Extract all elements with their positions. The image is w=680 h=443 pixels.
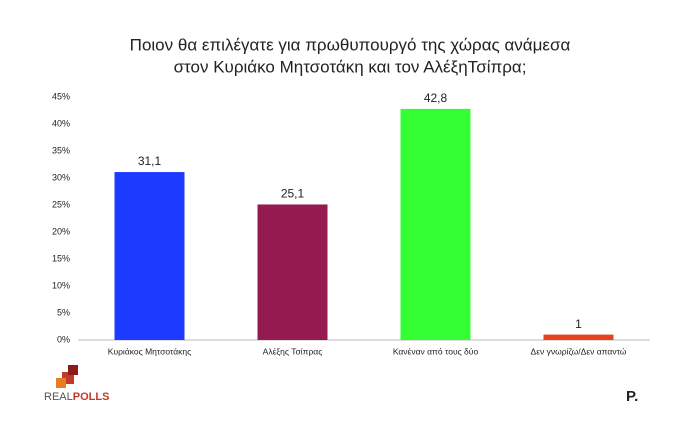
logo-block [68,365,78,375]
y-tick-label: 25% [52,199,70,209]
y-tick-label: 10% [52,280,70,290]
x-tick-label: Αλέξης Τσίπρας [263,346,323,356]
y-tick-label: 0% [57,334,70,344]
bar [543,334,614,340]
bar [400,108,471,340]
x-tick-label: Δεν γνωρίζω/Δεν απαντώ [531,346,627,356]
value-label: 1 [575,317,582,331]
y-tick-label: 35% [52,145,70,155]
logo-text-part: REAL [44,391,73,403]
y-tick-label: 40% [52,118,70,128]
bar [257,204,328,340]
x-tick-label: Κανέναν από τους δύο [393,346,479,356]
y-tick-label: 45% [52,91,70,101]
y-tick-label: 20% [52,226,70,236]
chart-title: Ποιον θα επιλέγατε για πρωθυπουργό της χ… [130,35,571,54]
logo-text-part: POLLS [73,391,110,403]
value-label: 25,1 [281,187,305,201]
y-tick-label: 15% [52,253,70,263]
y-tick-label: 5% [57,307,70,317]
x-tick-label: Κυριάκος Μητσοτάκης [108,346,191,356]
chart-title: στον Κυριάκο Μητσοτάκη και τον ΑλέξηΤσίπ… [174,57,527,76]
value-label: 31,1 [138,154,162,168]
value-label: 42,8 [424,91,448,105]
y-tick-label: 30% [52,172,70,182]
logo-block [56,378,66,388]
realpolls-logo: REALPOLLS [44,365,109,403]
logo-text: REALPOLLS [44,391,109,403]
bar [114,172,185,340]
logo-p: P. [626,388,638,405]
